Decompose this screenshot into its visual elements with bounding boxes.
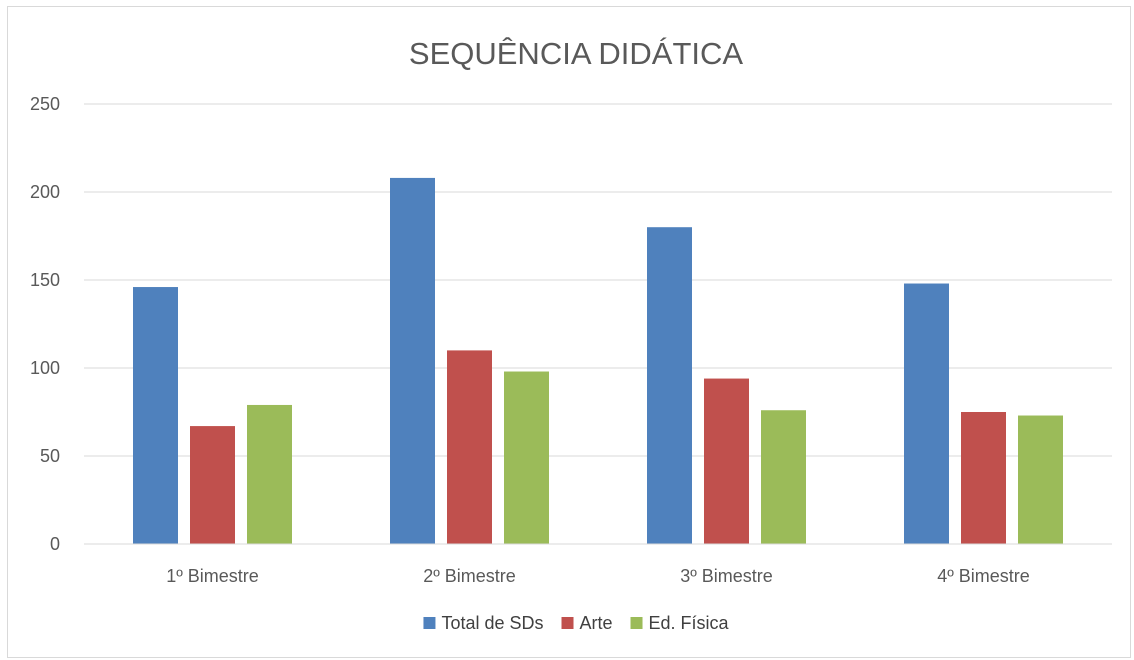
bar-total-de-sds-3 bbox=[647, 227, 692, 544]
legend-swatch-total-de-sds bbox=[423, 617, 436, 629]
legend-label-arte: Arte bbox=[580, 613, 613, 633]
y-tick-label: 200 bbox=[30, 182, 60, 202]
y-tick-label: 50 bbox=[40, 446, 60, 466]
bar-arte-4 bbox=[961, 412, 1006, 544]
legend: Total de SDs Arte Ed. Física bbox=[423, 613, 730, 633]
bar-ed-f-sica-3 bbox=[761, 410, 806, 544]
legend-swatch-arte bbox=[561, 617, 574, 629]
bar-ed-f-sica-1 bbox=[247, 404, 292, 544]
y-tick-label: 100 bbox=[30, 358, 60, 378]
bar-ed-f-sica-2 bbox=[504, 371, 549, 544]
chart-title: SEQUÊNCIA DIDÁTICA bbox=[409, 36, 743, 71]
x-tick-label: 1º Bimestre bbox=[166, 566, 259, 586]
bar-total-de-sds-2 bbox=[390, 177, 435, 545]
bar-arte-1 bbox=[190, 426, 235, 544]
x-tick-label: 4º Bimestre bbox=[937, 566, 1030, 586]
bar-total-de-sds-4 bbox=[904, 283, 949, 544]
bar-arte-3 bbox=[704, 378, 749, 544]
x-axis-tick-labels: 1º Bimestre 2º Bimestre 3º Bimestre 4º Bime… bbox=[166, 566, 1030, 586]
bars bbox=[133, 177, 1063, 545]
y-tick-label: 150 bbox=[30, 270, 60, 290]
gridlines bbox=[84, 103, 1112, 457]
y-axis-tick-labels: 0 50 100 150 200 250 bbox=[30, 94, 60, 554]
bar-total-de-sds-1 bbox=[133, 287, 178, 544]
y-tick-label: 250 bbox=[30, 94, 60, 114]
bar-ed-f-sica-4 bbox=[1018, 415, 1063, 544]
legend-label-ed-f-sica: Ed. Física bbox=[649, 613, 730, 633]
legend-swatch-ed-f-sica bbox=[630, 617, 643, 629]
y-tick-label: 0 bbox=[50, 534, 60, 554]
legend-label-total-de-sds: Total de SDs bbox=[441, 613, 543, 633]
x-tick-label: 2º Bimestre bbox=[423, 566, 516, 586]
x-tick-label: 3º Bimestre bbox=[680, 566, 773, 586]
bar-arte-2 bbox=[447, 350, 492, 544]
